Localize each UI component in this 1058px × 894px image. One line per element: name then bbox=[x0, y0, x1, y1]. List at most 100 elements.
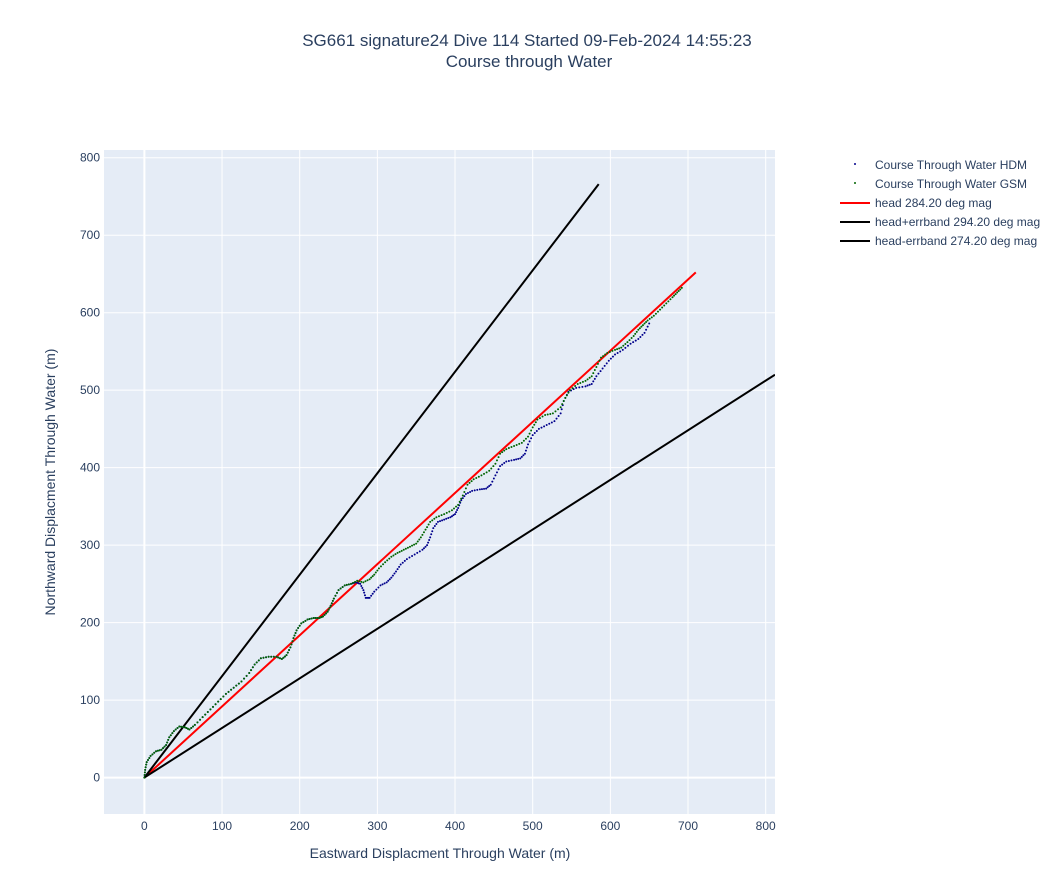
data-point bbox=[443, 513, 446, 516]
data-point bbox=[560, 408, 563, 411]
data-point bbox=[386, 559, 389, 562]
data-point bbox=[214, 703, 217, 706]
data-point bbox=[665, 302, 668, 305]
data-point bbox=[331, 599, 334, 602]
data-point bbox=[293, 634, 296, 637]
data-point bbox=[471, 489, 474, 492]
data-point bbox=[632, 334, 635, 337]
legend-item-head-errband-294-20-deg-mag[interactable]: head+errband 294.20 deg mag bbox=[840, 215, 1040, 229]
data-point bbox=[632, 341, 635, 344]
data-point bbox=[418, 538, 421, 541]
data-point bbox=[568, 389, 571, 392]
legend-item-head-errband-274-20-deg-mag[interactable]: head-errband 274.20 deg mag bbox=[840, 234, 1037, 248]
data-point bbox=[449, 516, 452, 519]
legend-label: head+errband 294.20 deg mag bbox=[875, 215, 1040, 229]
data-point bbox=[643, 322, 646, 325]
data-point bbox=[643, 331, 646, 334]
data-point bbox=[588, 383, 591, 386]
data-point bbox=[316, 616, 319, 619]
data-point bbox=[371, 592, 374, 595]
data-point bbox=[581, 380, 584, 383]
data-point bbox=[174, 728, 177, 731]
data-point bbox=[429, 536, 432, 539]
data-point bbox=[282, 656, 285, 659]
data-point bbox=[441, 519, 444, 522]
data-point bbox=[499, 465, 502, 468]
data-point bbox=[564, 396, 567, 399]
data-point bbox=[533, 432, 536, 435]
data-point bbox=[463, 490, 466, 493]
legend-label: head 284.20 deg mag bbox=[875, 196, 992, 210]
data-point bbox=[382, 563, 385, 566]
data-point bbox=[584, 379, 587, 382]
data-point bbox=[385, 581, 388, 584]
data-point bbox=[485, 471, 488, 474]
series-course-through-water-gsm bbox=[143, 286, 683, 779]
y-tick-label: 700 bbox=[80, 228, 100, 242]
data-point bbox=[515, 458, 518, 461]
data-point bbox=[329, 604, 332, 607]
data-point bbox=[436, 520, 439, 523]
data-point bbox=[341, 585, 344, 588]
data-point bbox=[421, 533, 424, 536]
data-point bbox=[454, 513, 457, 516]
data-point bbox=[574, 385, 577, 388]
data-point bbox=[357, 582, 360, 585]
data-point bbox=[286, 651, 289, 654]
data-point bbox=[492, 465, 495, 468]
data-point bbox=[376, 569, 379, 572]
data-point bbox=[469, 490, 472, 493]
legend-item-course-through-water-gsm[interactable]: Course Through Water GSM bbox=[854, 177, 1027, 191]
data-point bbox=[614, 353, 617, 356]
data-point bbox=[143, 776, 146, 779]
data-point bbox=[398, 565, 401, 568]
data-point bbox=[250, 669, 253, 672]
data-point bbox=[475, 476, 478, 479]
data-point bbox=[611, 349, 614, 352]
data-point bbox=[551, 412, 554, 415]
y-tick-label: 100 bbox=[80, 693, 100, 707]
data-point bbox=[455, 511, 458, 514]
data-point bbox=[557, 408, 560, 411]
data-point bbox=[652, 314, 655, 317]
data-point bbox=[450, 509, 453, 512]
data-point bbox=[606, 351, 609, 354]
data-point bbox=[524, 449, 527, 452]
data-point bbox=[634, 332, 637, 335]
data-point bbox=[545, 424, 548, 427]
data-point bbox=[363, 591, 366, 594]
y-tick-label: 500 bbox=[80, 383, 100, 397]
data-point bbox=[292, 637, 295, 640]
data-point bbox=[248, 671, 251, 674]
data-point bbox=[396, 568, 399, 571]
data-point bbox=[330, 602, 333, 605]
data-point bbox=[361, 587, 364, 590]
data-point bbox=[354, 580, 357, 583]
x-tick-label: 500 bbox=[523, 819, 543, 833]
data-point bbox=[567, 391, 570, 394]
data-point bbox=[602, 355, 605, 358]
legend-item-course-through-water-hdm[interactable]: Course Through Water HDM bbox=[854, 158, 1027, 172]
data-point bbox=[379, 584, 382, 587]
data-point bbox=[489, 483, 492, 486]
data-point bbox=[188, 728, 191, 731]
data-point bbox=[163, 745, 166, 748]
data-point bbox=[499, 452, 502, 455]
data-point bbox=[611, 355, 614, 358]
data-point bbox=[291, 640, 294, 643]
data-point bbox=[494, 462, 497, 465]
data-point bbox=[387, 579, 390, 582]
data-point bbox=[497, 456, 500, 459]
data-point bbox=[663, 304, 666, 307]
data-point bbox=[641, 324, 644, 327]
data-point bbox=[347, 583, 350, 586]
legend-item-head-284-20-deg-mag[interactable]: head 284.20 deg mag bbox=[840, 196, 992, 210]
legend[interactable]: Course Through Water HDM Course Through W… bbox=[840, 158, 1040, 248]
data-point bbox=[534, 421, 537, 424]
y-axis-label: Northward Displacment Through Water (m) bbox=[42, 349, 58, 616]
data-point bbox=[168, 736, 171, 739]
data-point bbox=[328, 606, 331, 609]
data-point bbox=[192, 725, 195, 728]
data-point bbox=[404, 547, 407, 550]
data-point bbox=[679, 288, 682, 291]
